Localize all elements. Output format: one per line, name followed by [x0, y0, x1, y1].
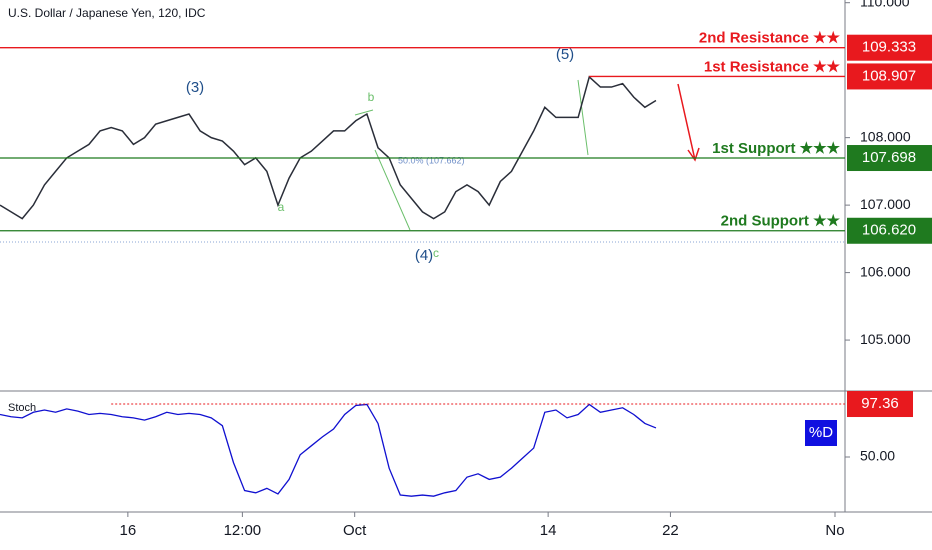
series-line [0, 403, 657, 497]
level-box [847, 145, 932, 172]
stoch-value: 97.36 [861, 395, 899, 412]
y-tick-label: 110.000 [860, 0, 910, 9]
level-name: 2nd Resistance ★★ [699, 30, 841, 47]
y-tick-label: 108.000 [860, 128, 911, 144]
y-tick-label: 106.000 [860, 263, 911, 279]
level-name: 1st Resistance ★★ [704, 58, 841, 75]
x-tick-label: No [825, 522, 844, 539]
level-name: 1st Support ★★★ [712, 140, 840, 157]
stoch-value-box [847, 391, 913, 418]
level-value: 108.907 [862, 67, 916, 84]
wave-label: (3) [186, 79, 204, 96]
x-tick-label: 16 [120, 522, 137, 539]
legend-badge [805, 420, 837, 446]
wave-arrows [354, 79, 589, 231]
level-box [847, 63, 932, 90]
x-tick-label: 22 [662, 522, 679, 539]
x-tick-label: 14 [540, 522, 557, 539]
level-box [847, 34, 932, 61]
level-value: 107.698 [862, 149, 916, 166]
stoch-title: Stoch [8, 402, 36, 414]
level-value: 109.333 [862, 39, 916, 56]
series-line [0, 75, 657, 220]
y-tick-label: 50.00 [860, 448, 895, 464]
wave-label: (5) [556, 46, 574, 63]
y-tick-label: 107.000 [860, 196, 911, 212]
fib-label: 50.0% (107.662) [398, 155, 465, 165]
level-box [847, 217, 932, 244]
y-tick-label: 105.000 [860, 331, 911, 347]
x-tick-label: 12:00 [224, 522, 262, 539]
wave-label: c [433, 246, 439, 260]
level-value: 106.620 [862, 222, 916, 239]
level-name: 2nd Support ★★ [721, 213, 841, 230]
projection-arrow [677, 83, 700, 162]
wave-label: b [368, 90, 375, 104]
x-tick-label: Oct [343, 522, 367, 539]
wave-label: a [278, 200, 285, 214]
legend-label: %D [809, 424, 833, 441]
wave-label: (4) [415, 247, 433, 264]
chart-title: U.S. Dollar / Japanese Yen, 120, IDC [8, 6, 206, 20]
